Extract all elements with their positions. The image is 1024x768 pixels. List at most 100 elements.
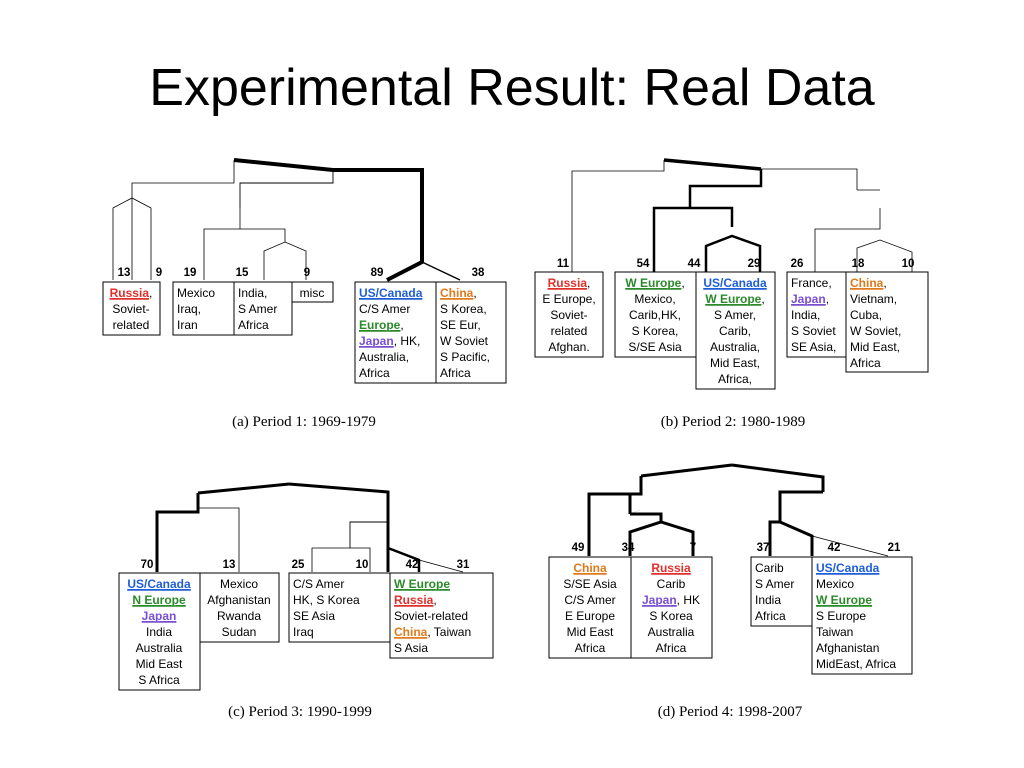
label-text: ,	[149, 286, 152, 300]
cluster-label: C/S Amer	[359, 302, 410, 316]
cluster-label: Australia,	[359, 350, 409, 364]
cluster-label: Carib,HK,	[629, 308, 681, 322]
cluster-label: Afghan.	[548, 340, 589, 354]
cluster-label: Russia,	[394, 593, 437, 607]
cluster-label: Mid East,	[850, 340, 900, 354]
panel-d: 49 34 7 37 42 21 China S/SE Asia C/S Ame…	[548, 463, 913, 720]
cluster-label: SE Asia,	[791, 340, 836, 354]
count-label: 70	[141, 559, 154, 571]
cluster-label: Africa	[238, 318, 269, 332]
cluster-label: Sudan	[222, 625, 257, 639]
cluster-boxes-b	[534, 271, 929, 390]
cluster-label: Carib,	[719, 324, 751, 338]
count-label: 89	[371, 267, 384, 279]
region-highlight: Japan	[791, 292, 826, 306]
counts-a: 13 9 19 15 9 89 38	[118, 267, 485, 279]
label-text: , Taiwan	[427, 625, 471, 639]
cluster-label: Africa	[755, 609, 786, 623]
count-label: 42	[406, 559, 419, 571]
cluster-label: S Asia	[394, 641, 428, 655]
dendrogram-a	[112, 158, 461, 282]
cluster-label: Soviet-related	[394, 609, 468, 623]
cluster-label: Australia	[648, 625, 695, 639]
region-highlight: Russia	[548, 276, 588, 290]
cluster-labels-a: Russia, Soviet- related Mexico Iraq, Ira…	[109, 286, 490, 380]
count-label: 44	[688, 258, 701, 270]
label-text: ,	[826, 292, 829, 306]
cluster-label: misc	[300, 286, 325, 300]
cluster-label: E Europe	[565, 609, 615, 623]
region-highlight: Europe	[359, 318, 401, 332]
cluster-label: Carib	[657, 577, 686, 591]
cluster-label: W Europe,	[625, 276, 684, 290]
cluster-label: Soviet-	[550, 308, 587, 322]
cluster-label: US/Canada	[359, 286, 423, 300]
region-highlight: W Europe	[394, 577, 450, 591]
cluster-label: Mexico	[220, 577, 258, 591]
count-label: 21	[888, 542, 901, 554]
counts-c: 70 13 25 10 42 31	[141, 559, 470, 571]
cluster-label: France,	[791, 276, 832, 290]
count-label: 13	[118, 267, 131, 279]
region-highlight: China	[850, 276, 884, 290]
cluster-label: Africa	[656, 641, 687, 655]
count-label: 49	[572, 542, 585, 554]
cluster-label: related	[551, 324, 588, 338]
region-highlight: W Europe	[625, 276, 681, 290]
cluster-label: Mid East	[136, 657, 183, 671]
cluster-label: Africa,	[718, 372, 752, 386]
region-highlight: China	[440, 286, 474, 300]
panel-caption: (b) Period 2: 1980-1989	[661, 414, 806, 430]
cluster-boxes-d	[548, 556, 913, 675]
cluster-label: SE Asia	[293, 609, 335, 623]
count-label: 54	[637, 258, 650, 270]
cluster-box	[695, 271, 776, 390]
cluster-label: W Europe	[816, 593, 872, 607]
cluster-label: SE Eur,	[440, 318, 481, 332]
label-text: ,	[473, 286, 476, 300]
cluster-label: Iraq	[293, 625, 314, 639]
cluster-label: Vietnam,	[850, 292, 897, 306]
cluster-label: S/SE Asia	[563, 577, 617, 591]
region-highlight: US/	[359, 286, 380, 300]
cluster-label: S Amer	[755, 577, 794, 591]
cluster-label: Rwanda	[217, 609, 261, 623]
cluster-label: W Europe,	[705, 292, 764, 306]
cluster-label: HK, S Korea	[293, 593, 360, 607]
cluster-label: US/Canada	[127, 577, 191, 591]
cluster-label: US/Canada	[703, 276, 767, 290]
cluster-label: India,	[238, 286, 267, 300]
cluster-label: Carib	[755, 561, 784, 575]
label-text: ,	[587, 276, 590, 290]
panel-c: 70 13 25 10 42 31 US/Canada N Europe Jap…	[118, 482, 494, 720]
cluster-label: Cuba,	[850, 308, 882, 322]
panel-a: 13 9 19 15 9 89 38 Russia, Soviet- relat…	[102, 158, 507, 430]
cluster-label: Japan, HK,	[359, 334, 420, 348]
region-highlight: US/Canada	[816, 561, 880, 575]
cluster-box	[389, 572, 494, 659]
cluster-label: Japan	[142, 609, 177, 623]
cluster-label: S Korea,	[440, 302, 487, 316]
cluster-label: India,	[791, 308, 820, 322]
cluster-box	[811, 556, 913, 675]
cluster-box	[630, 556, 713, 659]
cluster-label: E Europe,	[542, 292, 595, 306]
region-highlight: Russia	[394, 593, 434, 607]
count-label: 25	[292, 559, 305, 571]
cluster-label: India	[755, 593, 781, 607]
cluster-box	[102, 281, 161, 336]
cluster-label: S Korea,	[632, 324, 679, 338]
cluster-box	[291, 281, 334, 303]
cluster-label: Russia	[651, 561, 691, 575]
region-highlight: US/	[127, 577, 148, 591]
cluster-box	[435, 281, 507, 384]
region-highlight: Canada	[379, 286, 423, 300]
cluster-label: Mexico	[177, 286, 215, 300]
counts-b: 11 54 44 29 26 18 10	[557, 258, 914, 270]
panel-caption: (d) Period 4: 1998-2007	[658, 704, 803, 720]
panel-b: 11 54 44 29 26 18 10 Russia, E Europe, S…	[534, 158, 929, 430]
cluster-label: S Pacific,	[440, 350, 490, 364]
count-label: 37	[757, 542, 770, 554]
dendrogram-c	[155, 482, 464, 573]
